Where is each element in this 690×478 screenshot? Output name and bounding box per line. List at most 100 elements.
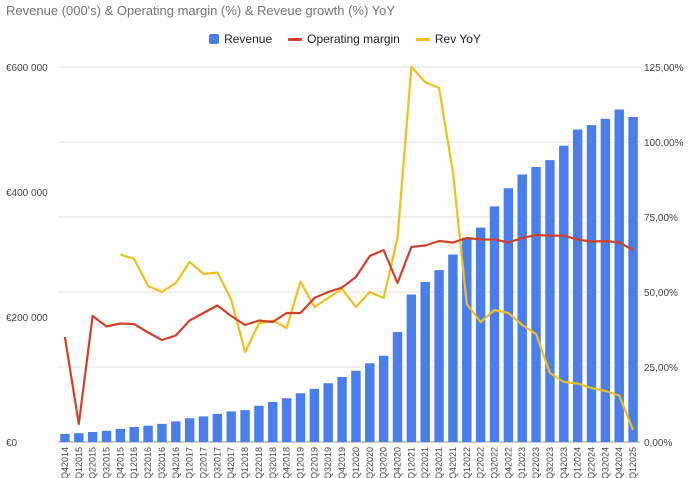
x-tick-label: Q42015 (115, 447, 125, 478)
revenue-bar (559, 145, 569, 442)
x-tick-label: Q32015 (102, 447, 112, 478)
x-tick-label: Q32020 (379, 447, 389, 478)
revenue-bar (115, 428, 126, 442)
legend-label-operating-margin: Operating margin (307, 32, 400, 46)
revenue-bar (101, 430, 112, 442)
revenue-bar (614, 109, 624, 442)
x-tick-label: Q42021 (448, 447, 458, 478)
x-tick-label: Q32024 (600, 447, 610, 478)
y-left-tick-label: €200 000 (6, 313, 48, 324)
revenue-bar (254, 405, 264, 442)
operating-margin-line (63, 233, 634, 426)
revenue-bar (240, 410, 250, 442)
x-tick-label: Q22022 (476, 447, 486, 478)
legend-swatch-operating-margin (288, 37, 303, 41)
x-tick-label: Q32021 (434, 447, 444, 478)
x-tick-label: Q12021 (406, 447, 416, 478)
x-tick-label: Q42019 (337, 447, 347, 478)
revenue-bar (503, 188, 514, 442)
legend-swatch-revenue (209, 34, 220, 44)
x-tick-label: Q32018 (268, 447, 278, 478)
revenue-bar (198, 416, 209, 442)
x-tick-label: Q22018 (254, 447, 264, 478)
revenue-bar (268, 402, 278, 442)
revenue-bar (572, 129, 583, 442)
revenue-bar (351, 370, 361, 442)
revenue-bar (143, 425, 153, 442)
revenue-bar (226, 411, 236, 442)
x-tick-label: Q42020 (393, 447, 403, 478)
revenue-bar (475, 227, 486, 442)
revenue-bar (489, 206, 500, 442)
x-tick-label: Q12016 (129, 447, 139, 478)
revenue-bar (129, 427, 139, 442)
x-tick-label: Q22017 (199, 447, 209, 478)
x-tick-label: Q42016 (171, 447, 181, 478)
y-right-tick-label: 25,00% (644, 363, 678, 374)
revenue-bar (462, 237, 472, 442)
x-tick-label: Q22016 (143, 447, 153, 478)
x-tick-label: Q12022 (462, 447, 472, 478)
revenue-bar (87, 432, 98, 442)
x-tick-label: Q32017 (212, 447, 222, 478)
revenue-bar (517, 174, 527, 442)
x-tick-label: Q42017 (226, 447, 236, 478)
legend-item-rev-yoy[interactable]: Rev YoY (415, 32, 481, 46)
x-tick-label: Q12015 (74, 447, 84, 478)
x-tick-label: Q22015 (88, 447, 98, 478)
x-tick-label: Q12020 (351, 447, 361, 478)
y-left-tick-label: €0 (6, 438, 18, 449)
x-tick-label: Q42022 (503, 447, 513, 478)
x-tick-label: Q12024 (573, 447, 583, 478)
x-tick-label: Q22024 (587, 447, 597, 478)
revenue-bar (378, 355, 389, 442)
x-tick-label: Q12017 (185, 447, 195, 478)
y-right-tick-label: 50,00% (644, 288, 678, 299)
chart-title: Revenue (000's) & Operating margin (%) &… (6, 3, 396, 18)
revenue-bar (184, 418, 195, 442)
revenue-bar (365, 363, 375, 442)
revenue-bar (323, 383, 333, 442)
legend-item-revenue[interactable]: Revenue (209, 32, 272, 46)
revenue-bar (74, 433, 84, 442)
x-tick-label: Q32022 (490, 447, 500, 478)
revenue-bar (392, 332, 403, 442)
x-tick-label: Q12025 (628, 447, 638, 478)
y-right-tick-label: 125,00% (644, 63, 684, 74)
revenue-bar (406, 294, 417, 442)
revenue-bar (212, 413, 223, 442)
revenue-bar (157, 423, 167, 442)
x-tick-label: Q22020 (365, 447, 375, 478)
revenue-bar (628, 117, 638, 442)
revenue-bar (337, 377, 347, 442)
y-right-tick-label: 75,00% (644, 213, 678, 224)
revenue-bar (531, 167, 541, 442)
legend: Revenue Operating margin Rev YoY (0, 32, 690, 46)
x-tick-label: Q22019 (309, 447, 319, 478)
revenue-bar (448, 254, 458, 442)
revenue-bar (586, 125, 597, 442)
y-right-tick-label: 100,00% (644, 138, 684, 149)
revenue-bar (434, 270, 444, 442)
x-tick-label: Q32016 (157, 447, 167, 478)
revenue-bar (600, 118, 611, 442)
x-tick-label: Q32019 (323, 447, 333, 478)
x-tick-label: Q32023 (545, 447, 555, 478)
legend-swatch-rev-yoy (415, 37, 430, 41)
revenue-bar (281, 398, 292, 442)
revenue-bar (60, 433, 70, 442)
legend-item-operating-margin[interactable]: Operating margin (288, 32, 400, 46)
revenue-bar (171, 421, 181, 442)
x-tick-label: Q12023 (517, 447, 527, 478)
x-tick-label: Q22021 (420, 447, 430, 478)
revenue-bar (309, 388, 320, 442)
x-tick-label: Q42014 (60, 447, 70, 478)
x-tick-label: Q42024 (614, 447, 624, 478)
x-tick-label: Q42018 (282, 447, 292, 478)
x-tick-label: Q12019 (296, 447, 306, 478)
legend-label-rev-yoy: Rev YoY (434, 32, 481, 46)
revenue-bar (545, 160, 555, 442)
x-tick-label: Q12018 (240, 447, 250, 478)
